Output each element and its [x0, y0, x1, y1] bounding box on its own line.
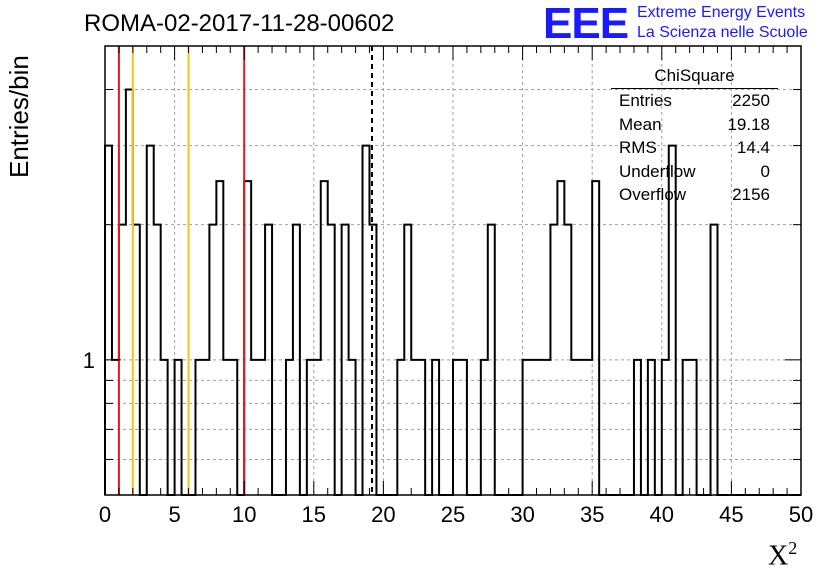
x-tick-label: 20: [371, 502, 395, 527]
y-axis-label: Entries/bin: [4, 55, 34, 178]
x-tick-label: 10: [232, 502, 256, 527]
stats-box: ChiSquare Entries 2250 Mean 19.18 RMS 14.4 …: [611, 66, 778, 207]
stats-title: ChiSquare: [611, 66, 778, 89]
histogram-bin: [147, 146, 154, 495]
stats-value: 2156: [732, 185, 770, 204]
x-tick-label: 45: [719, 502, 743, 527]
stats-row: Mean 19.18: [611, 113, 778, 137]
x-tick-label: 30: [510, 502, 534, 527]
histogram-bin: [244, 181, 251, 495]
stats-label: Mean: [619, 114, 662, 134]
histogram-bin: [216, 181, 223, 495]
histogram-bin: [363, 146, 370, 495]
histogram-bin: [557, 181, 564, 495]
stats-value: 2250: [732, 91, 770, 110]
stats-label: RMS: [619, 138, 657, 157]
brand-line-2: La Scienza nelle Scuole: [637, 24, 808, 41]
y-tick-label: 1: [83, 348, 95, 373]
chart-title: ROMA-02-2017-11-28-00602: [84, 10, 395, 37]
x-tick-label: 50: [789, 502, 813, 527]
histogram-bin: [126, 90, 133, 495]
histogram-bin: [105, 146, 112, 495]
y-axis-ticks: 1: [83, 89, 801, 460]
stats-value: 19.18: [727, 114, 770, 134]
x-axis-label-superscript: 2: [788, 538, 798, 558]
eee-logo: EEE: [543, 0, 629, 48]
x-axis-label-base: X: [768, 540, 789, 572]
stats-label: Underflow: [619, 161, 696, 181]
x-tick-label: 15: [302, 502, 326, 527]
stats-label: Entries: [619, 91, 672, 110]
x-tick-label: 40: [650, 502, 674, 527]
x-tick-label: 5: [168, 502, 180, 527]
x-axis-ticks: 0 5 10 15 20 25 30 35 40 45 50: [99, 46, 813, 527]
stats-value: 14.4: [736, 138, 770, 157]
histogram-bin: [592, 181, 599, 495]
x-tick-label: 0: [99, 502, 111, 527]
x-tick-label: 25: [441, 502, 465, 527]
reference-lines: [117, 46, 373, 495]
x-axis-label: X2: [768, 538, 797, 572]
histogram-bin: [321, 181, 328, 495]
brand-line-1: Extreme Energy Events: [637, 4, 806, 21]
stats-row: Overflow 2156: [611, 183, 778, 207]
stats-row: Entries 2250: [611, 89, 778, 113]
stats-row: RMS 14.4: [611, 136, 778, 160]
stats-row: Underflow 0: [611, 160, 778, 184]
x-tick-label: 35: [580, 502, 604, 527]
stats-label: Overflow: [619, 185, 687, 204]
stats-value: 0: [760, 161, 770, 181]
